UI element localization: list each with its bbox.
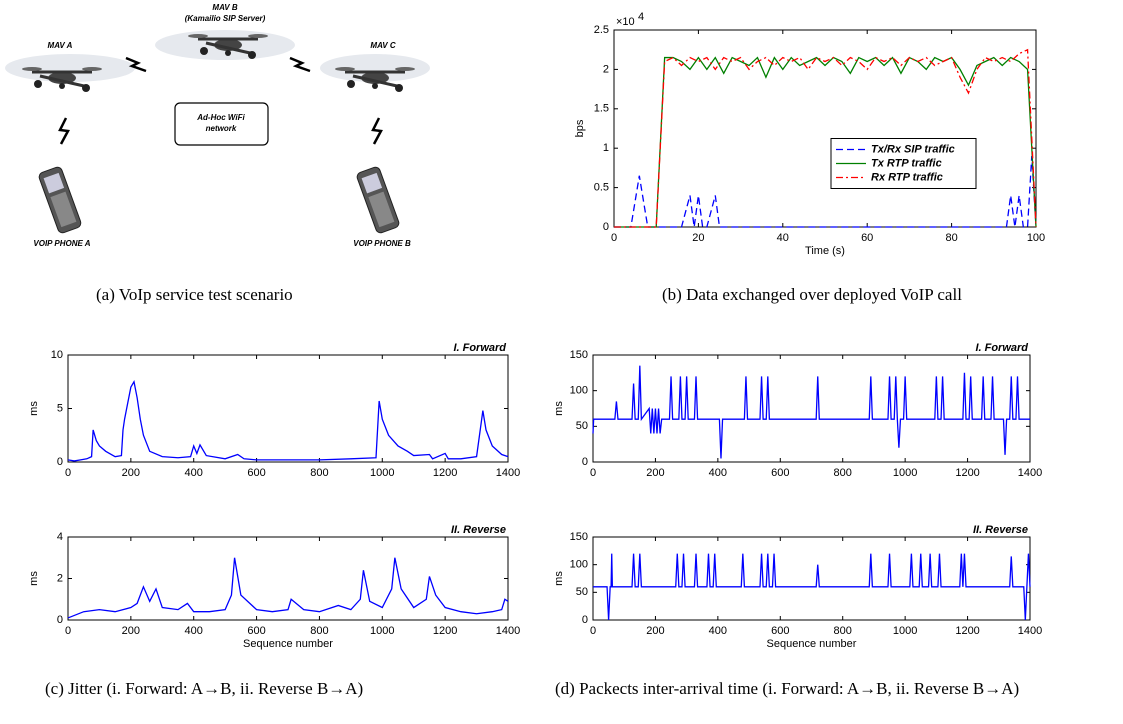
y-axis-label: ms (28, 401, 40, 416)
figure: MAV A MAV B (Kamailio SIP Server) MAV C … (0, 0, 1123, 724)
x-tick-label: 800 (310, 625, 328, 637)
y-tick-label: 50 (576, 420, 588, 432)
x-tick-label: 0 (590, 467, 596, 479)
y-tick-label: 1 (603, 142, 609, 154)
mav-label: MAV C (370, 41, 395, 50)
caption: (a) VoIp service test scenario (96, 284, 293, 306)
x-tick-label: 1000 (370, 467, 394, 479)
network-label: network (206, 124, 237, 133)
y-tick-label: 5 (57, 402, 63, 414)
x-axis-label: Sequence number (243, 638, 333, 650)
y-multiplier-exponent: 4 (638, 11, 644, 23)
y-tick-label: 0 (57, 456, 63, 468)
legend-label: Tx/Rx SIP traffic (871, 143, 955, 155)
caption: (b) Data exchanged over deployed VoIP ca… (662, 284, 962, 306)
x-tick-label: 1000 (893, 467, 917, 479)
x-axis-label: Time (s) (805, 245, 845, 257)
x-tick-label: 200 (646, 467, 664, 479)
x-tick-label: 100 (1027, 232, 1045, 244)
y-tick-label: 10 (51, 349, 63, 361)
caption: (c) Jitter (i. Forward: A→B, ii. Reverse… (45, 678, 363, 700)
scenario-diagram: MAV A MAV B (Kamailio SIP Server) MAV C … (5, 3, 430, 248)
y-tick-label: 150 (570, 531, 588, 543)
x-tick-label: 0 (65, 467, 71, 479)
legend-label: Tx RTP traffic (871, 157, 942, 169)
panel-annotation: II. Reverse (973, 524, 1028, 536)
x-tick-label: 60 (861, 232, 873, 244)
caption: (d) Packects inter-arrival time (i. Forw… (555, 678, 1115, 700)
y-tick-label: 100 (570, 385, 588, 397)
x-tick-label: 800 (834, 625, 852, 637)
x-tick-label: 1000 (893, 625, 917, 637)
y-tick-label: 150 (570, 349, 588, 361)
panel-annotation: I. Forward (453, 342, 506, 354)
x-tick-label: 1400 (1018, 625, 1042, 637)
x-tick-label: 1400 (1018, 467, 1042, 479)
x-tick-label: 1400 (496, 625, 520, 637)
y-tick-label: 4 (57, 531, 63, 543)
x-tick-label: 1000 (370, 625, 394, 637)
x-tick-label: 1200 (955, 467, 979, 479)
network-label: Ad-Hoc WiFi (196, 113, 245, 122)
x-tick-label: 1400 (496, 467, 520, 479)
y-tick-label: 0 (582, 456, 588, 468)
x-tick-label: 400 (709, 625, 727, 637)
x-axis-label: Sequence number (767, 638, 857, 650)
chart: 0 200 400 600 800 1000 1200 1400 0 2 4 ms Sequence n… (28, 524, 520, 650)
x-tick-label: 600 (247, 625, 265, 637)
x-tick-label: 1200 (433, 625, 457, 637)
x-tick-label: 1200 (955, 625, 979, 637)
y-tick-label: 0.5 (594, 182, 609, 194)
x-tick-label: 600 (771, 467, 789, 479)
y-multiplier: ×10 (616, 16, 635, 28)
y-tick-label: 50 (576, 586, 588, 598)
y-tick-label: 0 (57, 614, 63, 626)
chart: 0 200 400 600 800 1000 1200 1400 0 5 10 ms I. Forwar… (28, 342, 520, 479)
x-tick-label: 20 (692, 232, 704, 244)
y-tick-label: 100 (570, 559, 588, 571)
y-axis-label: ms (553, 401, 565, 416)
mav-label: MAV B (212, 3, 237, 12)
y-axis-label: bps (574, 119, 586, 137)
panel-annotation: II. Reverse (451, 524, 506, 536)
x-tick-label: 0 (611, 232, 617, 244)
x-tick-label: 400 (709, 467, 727, 479)
axes-frame (593, 537, 1030, 620)
y-tick-label: 0 (582, 614, 588, 626)
legend-label: Rx RTP traffic (871, 171, 943, 183)
y-tick-label: 2 (603, 63, 609, 75)
x-tick-label: 400 (185, 625, 203, 637)
y-axis-label: ms (553, 571, 565, 586)
y-tick-label: 1.5 (594, 103, 609, 115)
x-tick-label: 1200 (433, 467, 457, 479)
y-tick-label: 2.5 (594, 24, 609, 36)
x-tick-label: 40 (777, 232, 789, 244)
y-tick-label: 2 (57, 572, 63, 584)
y-axis-label: ms (28, 571, 40, 586)
x-tick-label: 800 (310, 467, 328, 479)
phone-label: VOIP PHONE B (353, 239, 411, 248)
y-tick-label: 0 (603, 221, 609, 233)
x-tick-label: 600 (771, 625, 789, 637)
x-tick-label: 200 (646, 625, 664, 637)
x-tick-label: 800 (834, 467, 852, 479)
x-tick-label: 0 (590, 625, 596, 637)
phone-label: VOIP PHONE A (33, 239, 90, 248)
axes-frame (68, 355, 508, 462)
x-tick-label: 400 (185, 467, 203, 479)
mav-sublabel: (Kamailio SIP Server) (185, 14, 266, 23)
x-tick-label: 0 (65, 625, 71, 637)
x-tick-label: 200 (122, 625, 140, 637)
mav-label: MAV A (48, 41, 73, 50)
x-tick-label: 80 (945, 232, 957, 244)
chart: 0 200 400 600 800 1000 1200 1400 0 50 100 150 ms I. F… (553, 342, 1042, 479)
chart: 0 200 400 600 800 1000 1200 1400 0 50 100 150 ms Sequ… (553, 524, 1042, 650)
x-tick-label: 600 (247, 467, 265, 479)
figure-page: MAV A MAV B (Kamailio SIP Server) MAV C … (0, 0, 1123, 724)
x-tick-label: 200 (122, 467, 140, 479)
panel-annotation: I. Forward (975, 342, 1028, 354)
